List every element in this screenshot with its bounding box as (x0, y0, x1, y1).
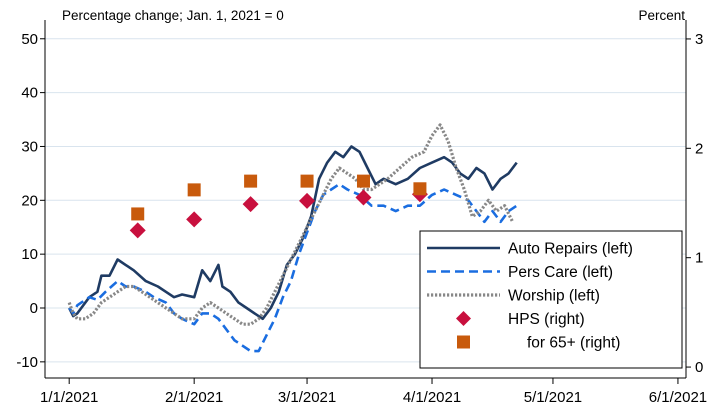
legend-label: Auto Repairs (left) (508, 241, 633, 258)
x-tick-label: 2/1/2021 (165, 389, 223, 406)
x-tick-label: 4/1/2021 (403, 389, 461, 406)
age65-marker (413, 182, 427, 196)
hps-marker (129, 222, 146, 239)
age65-marker (300, 174, 314, 188)
left-tick-label: 50 (21, 31, 38, 48)
left-tick-label: 40 (21, 85, 38, 102)
x-tick-label: 5/1/2021 (524, 389, 582, 406)
x-tick-label: 1/1/2021 (40, 389, 98, 406)
hps-marker (242, 196, 259, 213)
legend-swatch (456, 311, 471, 326)
right-tick-label: 0 (695, 359, 703, 376)
age65-marker (356, 174, 370, 188)
left-tick-label: 0 (30, 300, 38, 317)
right-tick-label: 3 (695, 31, 703, 48)
grid (45, 38, 686, 363)
age65-marker (131, 207, 145, 221)
left-tick-label: 20 (21, 192, 38, 209)
series-line (68, 145, 518, 321)
left-tick-label: 10 (21, 246, 38, 263)
right-tick-label: 1 (695, 250, 703, 267)
right-axis-title: Percent (638, 8, 685, 23)
hps-marker (299, 192, 316, 209)
markers-layer (129, 174, 428, 239)
age65-marker (244, 174, 258, 188)
age65-marker (187, 183, 201, 197)
series-layer (67, 123, 518, 353)
x-tick-label: 3/1/2021 (278, 389, 336, 406)
series-line (67, 123, 515, 326)
legend-label: Pers Care (left) (508, 264, 613, 281)
legend-label: HPS (right) (508, 311, 585, 328)
right-tick-label: 2 (695, 140, 703, 157)
x-tick-label: 6/1/2021 (649, 389, 707, 406)
hps-marker (355, 189, 372, 206)
legend-label: for 65+ (right) (527, 335, 620, 352)
axes: -10 0 10 20 30 40 50 0 1 2 3 1/1/2021 2/1/2021 3/1/20… (16, 20, 707, 406)
left-tick-label: 30 (21, 138, 38, 155)
legend: Auto Repairs (left) Pers Care (left) Worsh… (419, 230, 683, 369)
hps-marker (186, 211, 203, 228)
legend-label: Worship (left) (508, 288, 600, 305)
left-tick-label: -10 (16, 354, 38, 371)
legend-swatch (457, 335, 470, 349)
left-axis-title: Percentage change; Jan. 1, 2021 = 0 (62, 8, 284, 23)
